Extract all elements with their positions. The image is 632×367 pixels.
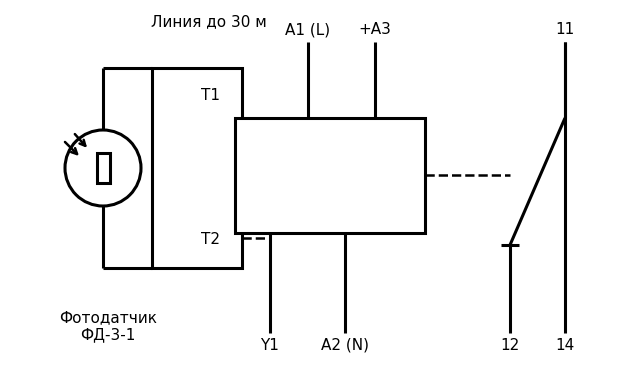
Text: А1 (L): А1 (L) bbox=[286, 22, 331, 37]
Bar bbox=[152, 68, 242, 268]
Text: Фотодатчик
ФД-3-1: Фотодатчик ФД-3-1 bbox=[59, 310, 157, 342]
Text: Линия до 30 м: Линия до 30 м bbox=[151, 15, 267, 29]
Text: +А3: +А3 bbox=[358, 22, 391, 37]
Text: 11: 11 bbox=[556, 22, 574, 37]
Bar bbox=[97, 153, 109, 183]
Text: Y1: Y1 bbox=[260, 338, 279, 352]
Text: Т2: Т2 bbox=[201, 233, 220, 247]
Text: 14: 14 bbox=[556, 338, 574, 352]
Bar bbox=[235, 118, 425, 233]
Text: 12: 12 bbox=[501, 338, 520, 352]
Text: А2 (N): А2 (N) bbox=[321, 338, 369, 352]
Text: Т1: Т1 bbox=[201, 88, 220, 103]
